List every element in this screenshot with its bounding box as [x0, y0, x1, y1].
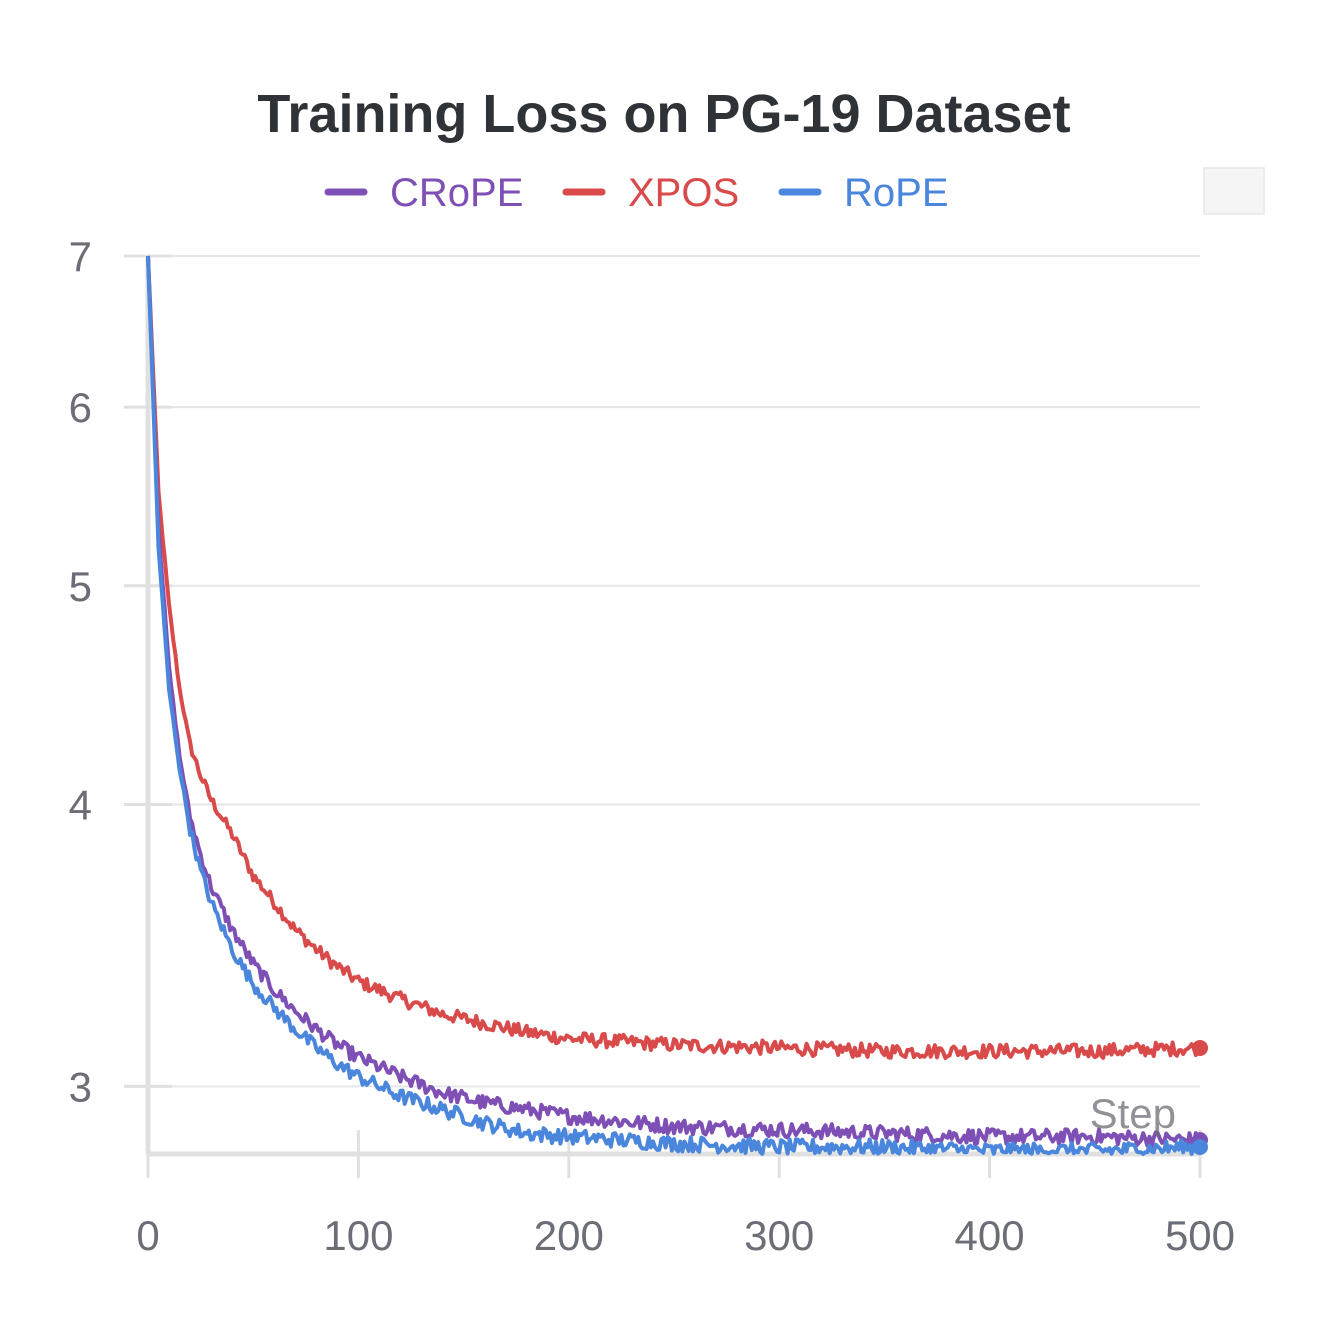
series-group: [146, 255, 1208, 1156]
legend-label-rope: RoPE: [844, 171, 949, 215]
gridlines: [126, 255, 1200, 1088]
y-tick-label: 7: [69, 233, 92, 280]
legend-item-rope[interactable]: RoPE: [778, 171, 949, 215]
series-end-marker-xpos: [1192, 1039, 1208, 1056]
y-tick-label: 4: [69, 781, 92, 828]
legend: CRoPE XPOS RoPE: [324, 171, 949, 215]
chart-title: Training Loss on PG-19 Dataset: [257, 84, 1070, 144]
legend-item-xpos[interactable]: XPOS: [562, 171, 739, 215]
series-line-crope: [146, 255, 1202, 1149]
x-tick-label: 300: [744, 1212, 814, 1259]
series-line-xpos: [146, 255, 1202, 1060]
x-tick-label: 400: [955, 1212, 1025, 1259]
legend-label-crope: CRoPE: [390, 171, 523, 215]
legend-overflow-box[interactable]: [1203, 167, 1265, 215]
y-tick-label: 3: [69, 1063, 92, 1110]
y-tick-label: 6: [69, 384, 92, 431]
legend-label-xpos: XPOS: [628, 171, 739, 215]
x-tick-label: 200: [534, 1212, 604, 1259]
x-tick-label: 500: [1165, 1212, 1235, 1259]
x-tick-label: 100: [323, 1212, 393, 1259]
series-line-rope: [146, 255, 1201, 1156]
series-end-marker-rope: [1192, 1139, 1208, 1156]
legend-item-crope[interactable]: CRoPE: [324, 171, 523, 215]
y-tick-label: 5: [69, 563, 92, 610]
x-tick-label: 0: [136, 1212, 159, 1259]
x-axis-title: Step: [1090, 1090, 1176, 1137]
ticks: 3 4 5 6 7 0 100 200 300 400 500: [69, 233, 1235, 1259]
